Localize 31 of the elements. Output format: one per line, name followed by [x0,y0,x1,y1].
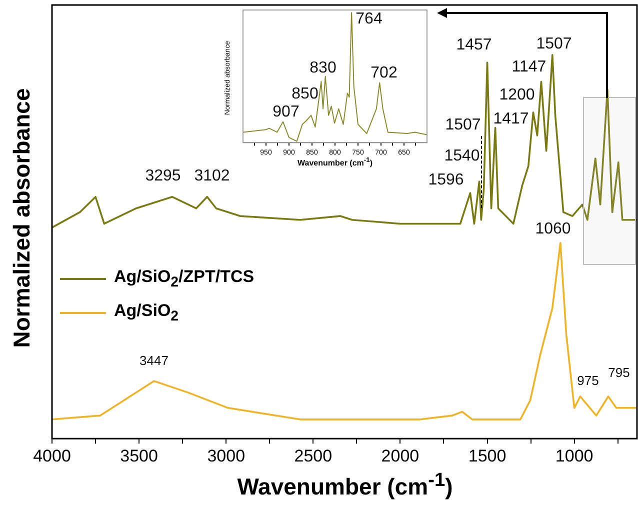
annotation: 1417 [493,110,529,128]
annotation: 3102 [194,167,230,184]
x-tick-label: 2000 [381,446,420,466]
annotation: 3295 [145,167,181,184]
x-tick-label: 4000 [33,446,71,466]
annotation: 702 [370,64,398,82]
text: 1457 [456,36,492,54]
legend-label: Ag/SiO$_{2}$ [114,301,179,325]
annotation: 795 [608,365,630,380]
x-axis-title: Wavenumber (cm$^{-1}$) [236,470,454,501]
annotation: 907 [272,103,300,120]
annotation: 975 [577,373,599,388]
legend-label: Ag/SiO$_{2}$/ZPT/TCS [114,267,254,291]
x-tick-label: 1500 [468,446,506,466]
x-tick-label: 2500 [294,446,332,466]
x-tick-label: 3000 [207,446,246,466]
annotation: 1540 [444,147,480,164]
annotation: 830 [310,59,336,76]
y-axis-title: Normalized absorbance [8,88,36,348]
annotation: 764 [356,10,382,28]
annotation: 1147 [512,58,546,76]
annotation: 1060 [535,220,571,238]
annotation: 1200 [499,86,535,104]
x-tick-label: 3500 [120,446,158,466]
text: 1507 [536,35,572,52]
annotation: 3447 [140,353,168,368]
annotation: 850 [292,85,318,102]
annotation: 1596 [428,171,464,188]
x-tick-label: 1000 [555,446,594,466]
annotation: 1507 [445,116,481,134]
x-axis-title: Wavenumber (cm$^{-1}$) [296,157,374,168]
